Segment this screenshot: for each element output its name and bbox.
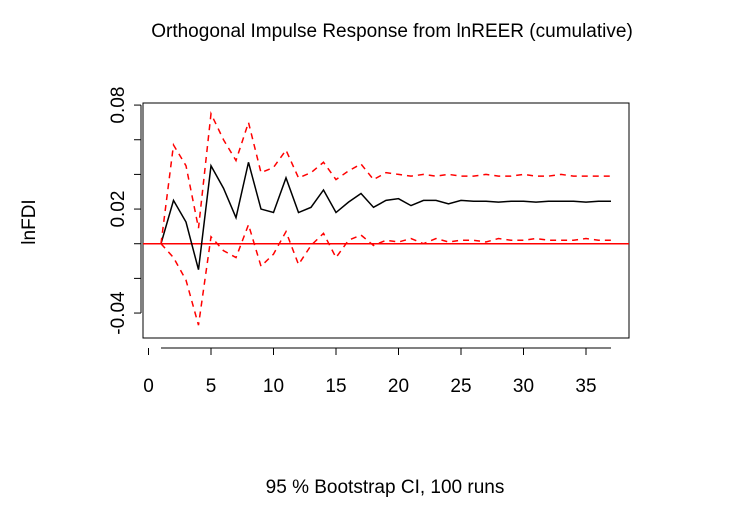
x-tick-label: 15 (325, 376, 346, 397)
y-tick-label: 0.02 (108, 191, 129, 228)
y-axis-label: lnFDI (19, 199, 40, 244)
x-tick-label: 25 (450, 376, 471, 397)
chart-title: Orthogonal Impulse Response from lnREER … (151, 21, 633, 42)
line-series (160, 162, 611, 270)
plot-frame (142, 102, 630, 339)
x-tick-label: 0 (143, 376, 154, 397)
y-tick-label: -0.04 (108, 291, 129, 335)
line-series (160, 222, 611, 326)
x-tick-label: 30 (513, 376, 534, 397)
x-tick-label: 35 (575, 376, 596, 397)
line-series (160, 111, 611, 244)
x-tick-label: 10 (263, 376, 284, 397)
x-tick-label: 20 (388, 376, 409, 397)
x-tick-label: 5 (206, 376, 217, 397)
y-tick-label: 0.08 (108, 87, 129, 124)
x-axis-label: 95 % Bootstrap CI, 100 runs (266, 477, 505, 498)
